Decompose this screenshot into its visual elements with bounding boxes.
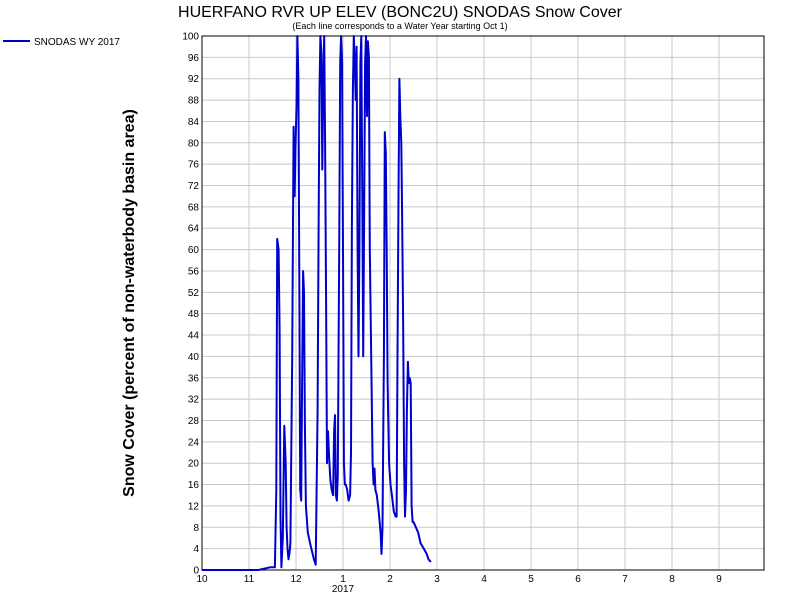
y-tick-label: 72	[188, 181, 200, 192]
x-tick-label: 12	[290, 574, 302, 585]
axis-ticks: 0481216202428323640444852566064687276808…	[182, 32, 722, 586]
y-tick-label: 8	[193, 523, 199, 534]
x-tick-label: 11	[244, 574, 255, 585]
y-tick-label: 56	[188, 266, 200, 277]
y-tick-label: 40	[188, 352, 200, 363]
legend: SNODAS WY 2017	[3, 37, 120, 48]
y-tick-label: 36	[188, 373, 200, 384]
x-tick-label: 4	[481, 574, 487, 585]
y-tick-label: 96	[188, 53, 200, 64]
x-tick-label: 6	[575, 574, 581, 585]
series-line	[202, 35, 432, 571]
y-tick-label: 12	[188, 501, 200, 512]
y-tick-label: 68	[188, 202, 200, 213]
chart-title: HUERFANO RVR UP ELEV (BONC2U) SNODAS Sno…	[178, 4, 623, 21]
y-tick-label: 84	[188, 117, 200, 128]
y-tick-label: 24	[188, 437, 200, 448]
plot-frame	[201, 35, 765, 571]
y-tick-label: 16	[188, 480, 200, 491]
chart-subtitle: (Each line corresponds to a Water Year s…	[292, 21, 507, 31]
x-tick-label: 5	[528, 574, 534, 585]
x-tick-label: 1	[340, 574, 346, 585]
y-tick-label: 32	[188, 395, 200, 406]
y-tick-label: 80	[188, 138, 200, 149]
y-tick-label: 60	[188, 245, 200, 256]
y-tick-label: 4	[193, 544, 199, 555]
y-tick-label: 52	[188, 288, 200, 299]
y-tick-label: 92	[188, 74, 200, 85]
x-tick-label: 3	[434, 574, 440, 585]
legend-label: SNODAS WY 2017	[34, 37, 120, 48]
x-tick-label: 10	[196, 574, 208, 585]
x-tick-label: 7	[622, 574, 628, 585]
y-tick-label: 0	[193, 566, 199, 577]
y-tick-label: 76	[188, 160, 200, 171]
series-layer	[202, 35, 432, 571]
year-label: 2017	[332, 584, 355, 595]
x-tick-label: 9	[716, 574, 722, 585]
x-tick-label: 8	[669, 574, 675, 585]
x-tick-label: 2	[387, 574, 393, 585]
y-tick-label: 20	[188, 459, 200, 470]
y-tick-label: 48	[188, 309, 200, 320]
y-tick-label: 100	[182, 32, 199, 43]
y-tick-label: 64	[188, 224, 200, 235]
y-tick-label: 44	[188, 331, 200, 342]
y-axis-label: Snow Cover (percent of non-waterbody bas…	[121, 109, 138, 497]
y-tick-label: 28	[188, 416, 200, 427]
y-tick-label: 88	[188, 96, 200, 107]
